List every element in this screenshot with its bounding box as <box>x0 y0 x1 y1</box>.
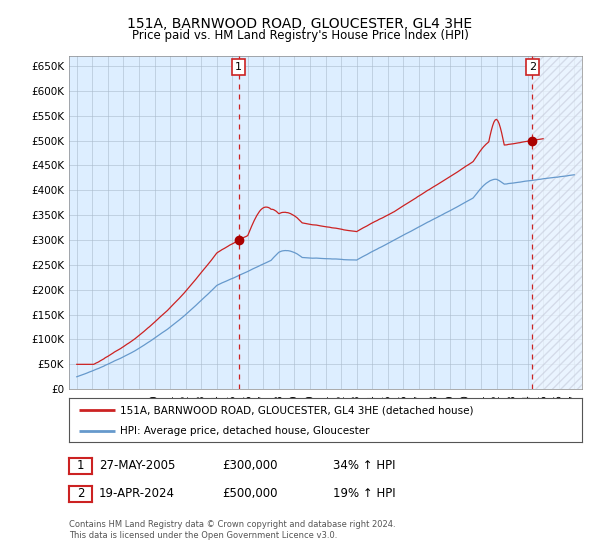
Text: 151A, BARNWOOD ROAD, GLOUCESTER, GL4 3HE (detached house): 151A, BARNWOOD ROAD, GLOUCESTER, GL4 3HE… <box>120 405 474 415</box>
Text: HPI: Average price, detached house, Gloucester: HPI: Average price, detached house, Glou… <box>120 426 370 436</box>
Text: 34% ↑ HPI: 34% ↑ HPI <box>333 459 395 473</box>
Text: 1: 1 <box>77 459 84 473</box>
Text: 151A, BARNWOOD ROAD, GLOUCESTER, GL4 3HE: 151A, BARNWOOD ROAD, GLOUCESTER, GL4 3HE <box>127 17 473 31</box>
Text: Price paid vs. HM Land Registry's House Price Index (HPI): Price paid vs. HM Land Registry's House … <box>131 29 469 42</box>
Text: 27-MAY-2005: 27-MAY-2005 <box>99 459 175 473</box>
Text: Contains HM Land Registry data © Crown copyright and database right 2024.
This d: Contains HM Land Registry data © Crown c… <box>69 520 395 540</box>
Text: £300,000: £300,000 <box>222 459 277 473</box>
Text: 19% ↑ HPI: 19% ↑ HPI <box>333 487 395 501</box>
Text: 2: 2 <box>77 487 84 501</box>
Text: £500,000: £500,000 <box>222 487 277 501</box>
Text: 1: 1 <box>235 62 242 72</box>
Text: 19-APR-2024: 19-APR-2024 <box>99 487 175 501</box>
Text: 2: 2 <box>529 62 536 72</box>
